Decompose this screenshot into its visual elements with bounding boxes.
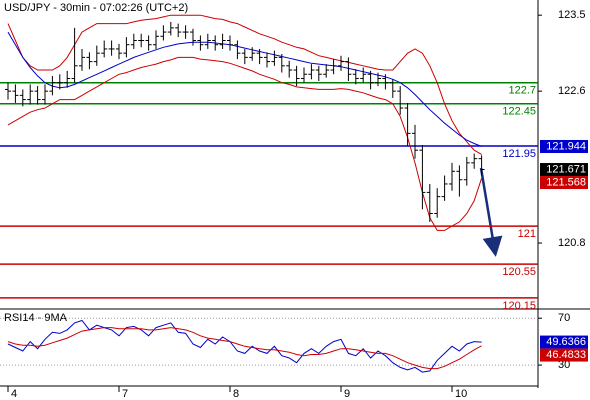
indicator-line — [7, 56, 483, 231]
level-label: 121 — [518, 228, 536, 240]
forecast-arrow — [479, 167, 503, 257]
value-box — [540, 163, 588, 177]
y-tick-label: 122.6 — [558, 85, 586, 97]
chart-title: USD/JPY - 30min - 07:02:26 (UTC+2) — [4, 2, 188, 14]
indicator-line — [7, 327, 482, 370]
level-label: 120.55 — [502, 266, 536, 278]
level-label: 122.7 — [508, 85, 536, 97]
value-box-label: 121.671 — [546, 163, 586, 175]
indicator-line — [7, 319, 482, 373]
x-tick-label: 10 — [455, 388, 467, 400]
y-tick-label: 120.8 — [558, 237, 586, 249]
value-box-label: 121.944 — [546, 140, 586, 152]
value-box — [540, 335, 588, 349]
y-tick-label: 70 — [558, 312, 570, 324]
x-tick-label: 7 — [122, 388, 128, 400]
value-box-label: 49.6366 — [546, 336, 586, 348]
value-box-label: 46.4833 — [546, 349, 586, 361]
indicator-line — [7, 14, 482, 155]
rsi-title: RSI14 - 9MA — [4, 312, 68, 324]
level-label: 121.95 — [502, 148, 536, 160]
x-tick-label: 8 — [233, 388, 239, 400]
level-label: 120.15 — [502, 300, 536, 312]
value-box — [540, 348, 588, 362]
indicator-line — [7, 31, 482, 147]
y-tick-label: 30 — [558, 359, 570, 371]
value-box — [540, 139, 588, 153]
y-tick-label: 123.5 — [558, 9, 586, 21]
value-box-label: 121.568 — [546, 176, 586, 188]
x-tick-label: 4 — [11, 388, 17, 400]
level-label: 122.45 — [502, 106, 536, 118]
x-tick-label: 9 — [344, 388, 350, 400]
value-box — [540, 176, 588, 190]
